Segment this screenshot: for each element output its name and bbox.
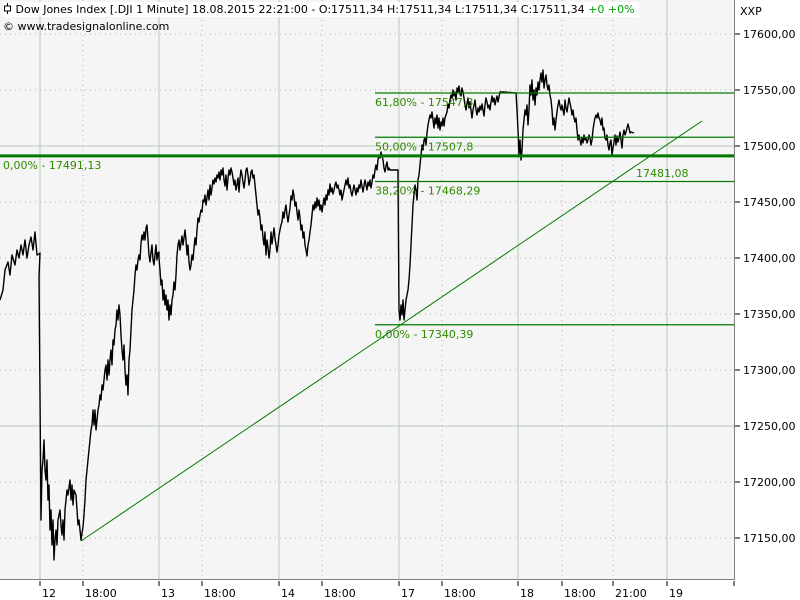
fib-level-label: 0,00% - 17340,39 [375,328,473,341]
fib-level-label: 50,00% - 17507,8 [375,140,473,153]
y-axis-label: 17200,00 [743,476,796,489]
x-axis-label: 12 [42,587,56,600]
source-credit: © www.tradesignalonline.com [3,20,170,33]
x-axis-label: 13 [161,587,175,600]
change-value: +0 +0% [588,3,635,16]
y-axis-label: 17350,00 [743,308,796,321]
trendline-label: 17481,08 [636,167,689,180]
x-axis-label: 18:00 [324,587,356,600]
x-axis-label: 18:00 [85,587,117,600]
y-axis-label: 17500,00 [743,140,796,153]
y-axis-label: 17300,00 [743,364,796,377]
x-axis-label: 18 [520,587,534,600]
axis-title: XXP [740,5,762,18]
chart-title: Dow Jones Index [.DJI 1 Minute] 18.08.20… [15,3,585,16]
trendline[interactable] [80,120,703,542]
chart-header: Dow Jones Index [.DJI 1 Minute] 18.08.20… [3,2,639,17]
x-axis-label: 18:00 [444,587,476,600]
base-level-label: 0,00% - 17491,13 [3,159,101,172]
fib-level-label: 38,20% - 17468,29 [375,185,480,198]
fib-level-label: 61,80% - 17547,3 [375,96,473,109]
x-axis-label: 14 [281,587,295,600]
x-axis-label: 19 [669,587,683,600]
x-axis-label: 18:00 [564,587,596,600]
candle-icon [3,3,12,18]
y-axis-label: 17250,00 [743,420,796,433]
x-axis-label: 21:00 [615,587,647,600]
price-line[interactable] [0,69,635,561]
y-axis-label: 17450,00 [743,196,796,209]
x-axis-label: 17 [401,587,415,600]
y-axis-label: 17150,00 [743,532,796,545]
x-axis-label: 18:00 [204,587,236,600]
y-axis-label: 17600,00 [743,28,796,41]
y-axis-label: 17550,00 [743,84,796,97]
y-axis-label: 17400,00 [743,252,796,265]
